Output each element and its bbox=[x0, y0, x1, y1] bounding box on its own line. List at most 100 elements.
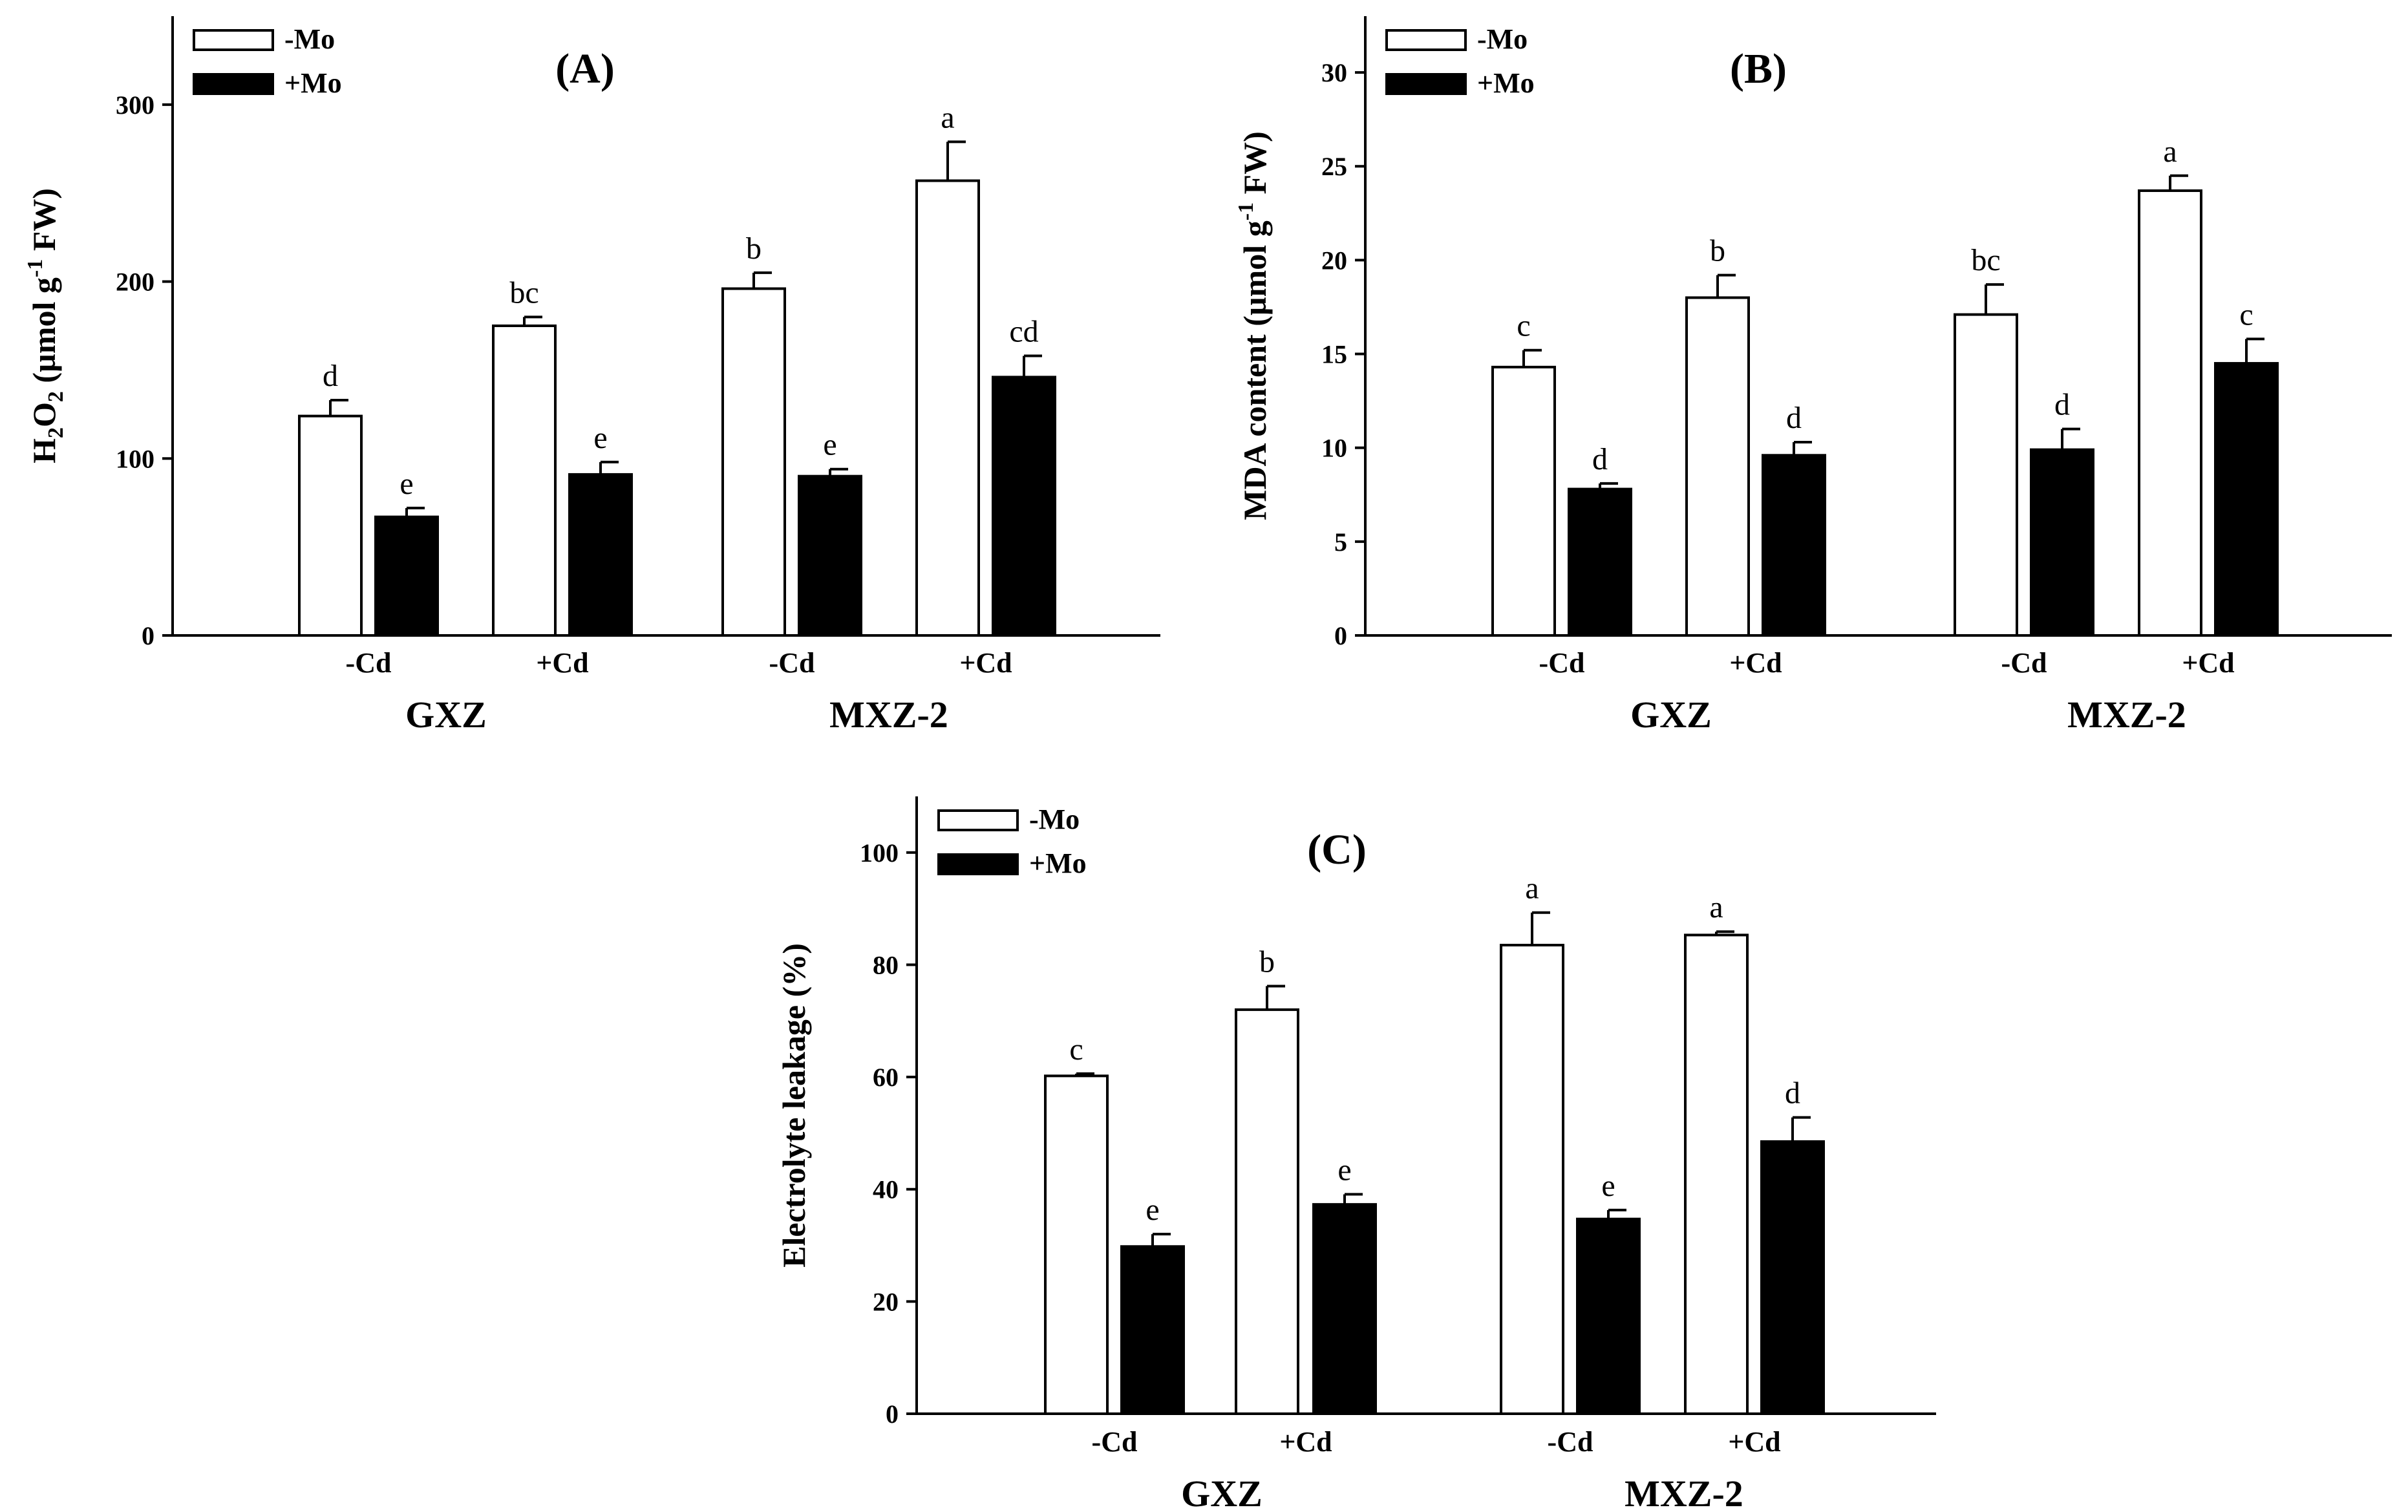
bar-minus-mo bbox=[1235, 1008, 1299, 1415]
significance-letter: b bbox=[1259, 944, 1275, 979]
y-tick-label: 40 bbox=[873, 1175, 899, 1204]
significance-letter: b bbox=[746, 231, 762, 266]
bar-plus-mo bbox=[1312, 1203, 1377, 1416]
x-tick-label: +Cd bbox=[1279, 1426, 1332, 1458]
bar-plus-mo bbox=[374, 515, 439, 637]
y-tick-label: 15 bbox=[1321, 340, 1347, 369]
bar-plus-mo bbox=[1762, 454, 1826, 637]
group-label: GXZ bbox=[405, 694, 487, 736]
y-tick-label: 80 bbox=[873, 950, 899, 979]
bar-minus-mo bbox=[1044, 1074, 1109, 1415]
y-tick-label: 300 bbox=[116, 91, 154, 120]
y-tick-label: 25 bbox=[1321, 152, 1347, 181]
group-label: MXZ-2 bbox=[829, 694, 948, 736]
chart-panel-2: 0 5 10 15 20 25 30 c b bc a d d d c -Cd +Cd -Cd +Cd GXZ MXZ-… bbox=[1234, 16, 2392, 736]
x-tick-label: +Cd bbox=[1729, 647, 1782, 679]
y-tick-label: 200 bbox=[116, 268, 154, 297]
significance-letter: c bbox=[1517, 309, 1530, 343]
significance-letter: e bbox=[400, 467, 413, 501]
y-tick-label: 60 bbox=[873, 1063, 899, 1092]
y-tick-label: 100 bbox=[116, 444, 154, 473]
chart-panel-3: 0 20 40 60 80 100 c b a a e e e d -Cd +Cd -Cd +Cd GXZ MXZ-2… bbox=[776, 796, 1936, 1512]
panel-title: (B) bbox=[1730, 45, 1787, 92]
legend-swatch-open bbox=[937, 809, 1019, 831]
significance-letter: a bbox=[1709, 890, 1723, 924]
bar-plus-mo bbox=[2214, 362, 2279, 637]
group-label: MXZ-2 bbox=[1625, 1473, 1743, 1512]
x-tick-label: +Cd bbox=[959, 647, 1012, 679]
y-tick-label: 5 bbox=[1334, 527, 1347, 557]
x-tick-label: -Cd bbox=[1539, 647, 1585, 679]
significance-letter: e bbox=[593, 421, 607, 455]
bar-plus-mo bbox=[1568, 487, 1632, 637]
bar-minus-mo bbox=[2138, 189, 2202, 637]
y-tick-label: 10 bbox=[1321, 434, 1347, 463]
bar-minus-mo bbox=[1685, 296, 1750, 637]
x-tick-label: -Cd bbox=[346, 647, 392, 679]
x-tick-label: -Cd bbox=[1548, 1426, 1593, 1458]
legend-swatch-filled bbox=[1385, 73, 1467, 95]
legend-label-filled: +Mo bbox=[284, 67, 342, 99]
y-tick-label: 0 bbox=[1334, 621, 1347, 650]
legend-label-open: -Mo bbox=[1477, 23, 1528, 55]
bar-plus-mo bbox=[1576, 1217, 1641, 1416]
y-axis-label: MDA content (µmol g-1 FW) bbox=[1234, 131, 1273, 520]
chart-panel-1: 0 100 200 300 d bc b a e e e cd -Cd +Cd -Cd +Cd GXZ MXZ-2… bbox=[23, 16, 1160, 736]
legend-swatch-filled bbox=[937, 853, 1019, 875]
significance-letter: bc bbox=[1971, 243, 2000, 277]
significance-letter: a bbox=[941, 100, 954, 134]
x-tick-label: -Cd bbox=[769, 647, 815, 679]
x-tick-label: +Cd bbox=[1728, 1426, 1780, 1458]
significance-letter: bc bbox=[509, 275, 538, 310]
bar-minus-mo bbox=[721, 287, 786, 637]
significance-letter: cd bbox=[1009, 315, 1038, 349]
legend-swatch-open bbox=[193, 29, 274, 51]
group-label: GXZ bbox=[1630, 694, 1712, 736]
significance-letter: a bbox=[2163, 134, 2177, 169]
bar-minus-mo bbox=[1491, 365, 1556, 637]
significance-letter: d bbox=[1785, 1076, 1800, 1111]
significance-letter: c bbox=[2239, 297, 2253, 332]
x-tick-label: +Cd bbox=[536, 647, 588, 679]
y-tick-label: 20 bbox=[1321, 246, 1347, 275]
bar-minus-mo bbox=[1954, 313, 2018, 637]
x-tick-label: +Cd bbox=[2182, 647, 2234, 679]
y-tick-label: 0 bbox=[142, 621, 154, 650]
bar-minus-mo bbox=[492, 325, 557, 637]
bar-plus-mo bbox=[568, 473, 633, 637]
significance-letter: c bbox=[1069, 1032, 1083, 1067]
significance-letter: d bbox=[1592, 442, 1608, 476]
bar-minus-mo bbox=[1500, 944, 1564, 1416]
significance-letter: e bbox=[1601, 1169, 1615, 1203]
legend-label-filled: +Mo bbox=[1029, 847, 1087, 879]
panel-title: (C) bbox=[1307, 826, 1367, 873]
panel-title: (A) bbox=[555, 45, 615, 92]
legend-label-open: -Mo bbox=[1029, 804, 1080, 835]
bar-minus-mo bbox=[1684, 933, 1749, 1415]
legend-label-open: -Mo bbox=[284, 23, 335, 55]
significance-letter: d bbox=[1786, 401, 1802, 435]
y-tick-label: 0 bbox=[886, 1400, 899, 1429]
significance-letter: e bbox=[823, 428, 836, 462]
significance-letter: a bbox=[1525, 871, 1539, 906]
significance-letter: d bbox=[323, 359, 338, 393]
y-axis-label: H2O2 (µmol g-1 FW) bbox=[23, 188, 68, 463]
y-tick-label: 100 bbox=[860, 838, 899, 868]
bar-plus-mo bbox=[1120, 1245, 1185, 1416]
bar-minus-mo bbox=[298, 414, 363, 637]
legend-swatch-open bbox=[1385, 29, 1467, 51]
significance-letter: e bbox=[1145, 1193, 1159, 1227]
legend-swatch-filled bbox=[193, 73, 274, 95]
significance-letter: d bbox=[2054, 388, 2070, 422]
group-label: GXZ bbox=[1181, 1473, 1263, 1512]
legend-label-filled: +Mo bbox=[1477, 67, 1535, 99]
bar-plus-mo bbox=[2030, 448, 2094, 637]
significance-letter: b bbox=[1710, 234, 1725, 268]
bar-minus-mo bbox=[915, 179, 980, 637]
significance-letter: e bbox=[1337, 1153, 1351, 1187]
x-tick-label: -Cd bbox=[2001, 647, 2047, 679]
bar-plus-mo bbox=[992, 376, 1056, 637]
bar-plus-mo bbox=[798, 474, 862, 637]
y-axis-label: Electrolyte leakage (%) bbox=[776, 943, 812, 1268]
